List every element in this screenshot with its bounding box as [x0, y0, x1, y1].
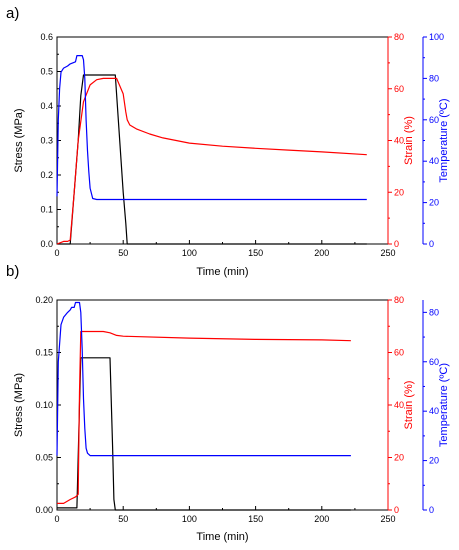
- temperature-axis-label: Temperature (ºC): [438, 98, 450, 182]
- temperature-tick-label: 80: [429, 73, 439, 83]
- strain-tick-label: 0: [394, 239, 399, 249]
- stress-tick-label: 0.4: [40, 101, 53, 111]
- strain-tick-label: 40: [394, 400, 404, 410]
- x-tick-label: 200: [314, 514, 329, 524]
- stress-tick-label: 0.2: [40, 170, 53, 180]
- strain-tick-label: 0: [394, 505, 399, 515]
- strain-axis-label: Strain (%): [403, 116, 415, 165]
- x-axis-label: Time (min): [196, 531, 248, 543]
- stress-tick-label: 0.00: [35, 505, 53, 515]
- plot-frame: [56, 299, 389, 511]
- strain-tick-label: 80: [394, 295, 404, 305]
- temperature-series-line: [56, 301, 351, 457]
- strain-series-line: [56, 77, 367, 245]
- temperature-tick-label: 100: [429, 32, 444, 42]
- temperature-tick-label: 20: [429, 456, 439, 466]
- temperature-axis-label: Temperature (ºC): [438, 363, 450, 447]
- x-tick-label: 200: [314, 248, 329, 258]
- stress-tick-label: 0.3: [40, 136, 53, 146]
- strain-series-line: [57, 330, 351, 504]
- stress-tick-label: 0.20: [35, 295, 53, 305]
- temperature-tick-label: 0: [429, 505, 434, 515]
- x-tick-label: 0: [54, 248, 59, 258]
- stress-tick-label: 0.15: [35, 348, 53, 358]
- temperature-series-line: [56, 54, 367, 201]
- x-tick-label: 100: [182, 248, 197, 258]
- panel-label: b): [6, 263, 19, 280]
- x-tick-label: 150: [248, 514, 263, 524]
- stress-tick-label: 0.05: [35, 453, 53, 463]
- stress-tick-label: 0.0: [40, 239, 53, 249]
- temperature-tick-label: 0: [429, 239, 434, 249]
- strain-tick-label: 20: [394, 453, 404, 463]
- temperature-tick-label: 80: [429, 307, 439, 317]
- x-tick-label: 50: [118, 514, 128, 524]
- x-axis-label: Time (min): [196, 266, 248, 278]
- strain-tick-label: 60: [394, 84, 404, 94]
- temperature-tick-label: 60: [429, 357, 439, 367]
- x-tick-label: 250: [380, 514, 395, 524]
- panel-label: a): [6, 5, 19, 22]
- plot-frame: [56, 36, 389, 245]
- stress-series-line: [57, 357, 351, 511]
- strain-tick-label: 60: [394, 348, 404, 358]
- stress-tick-label: 0.1: [40, 205, 53, 215]
- x-tick-label: 100: [182, 514, 197, 524]
- stress-axis-label: Stress (MPa): [13, 108, 25, 172]
- stress-tick-label: 0.5: [40, 67, 53, 77]
- strain-axis-label: Strain (%): [403, 381, 415, 430]
- strain-tick-label: 40: [394, 136, 404, 146]
- stress-tick-label: 0.10: [35, 400, 53, 410]
- strain-tick-label: 20: [394, 187, 404, 197]
- x-tick-label: 0: [54, 514, 59, 524]
- stress-tick-label: 0.6: [40, 32, 53, 42]
- temperature-tick-label: 20: [429, 198, 439, 208]
- temperature-tick-label: 40: [429, 156, 439, 166]
- stress-axis-label: Stress (MPa): [13, 373, 25, 437]
- stress-series-line: [57, 74, 367, 245]
- x-tick-label: 250: [380, 248, 395, 258]
- temperature-tick-label: 40: [429, 406, 439, 416]
- x-tick-label: 150: [248, 248, 263, 258]
- strain-tick-label: 80: [394, 32, 404, 42]
- temperature-tick-label: 60: [429, 115, 439, 125]
- x-tick-label: 50: [118, 248, 128, 258]
